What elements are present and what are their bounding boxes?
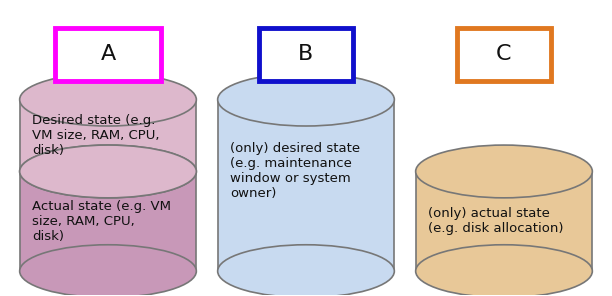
Text: A: A xyxy=(100,44,116,64)
Ellipse shape xyxy=(20,73,196,126)
Ellipse shape xyxy=(20,245,196,296)
Text: Desired state (e.g.
VM size, RAM, CPU,
disk): Desired state (e.g. VM size, RAM, CPU, d… xyxy=(32,114,159,157)
Text: (only) actual state
(e.g. disk allocation): (only) actual state (e.g. disk allocatio… xyxy=(428,207,563,235)
Ellipse shape xyxy=(416,245,592,296)
FancyBboxPatch shape xyxy=(457,28,551,81)
Ellipse shape xyxy=(416,145,592,198)
Ellipse shape xyxy=(20,145,196,198)
Text: (only) desired state
(e.g. maintenance
window or system
owner): (only) desired state (e.g. maintenance w… xyxy=(230,142,360,200)
Text: C: C xyxy=(496,44,512,64)
FancyBboxPatch shape xyxy=(259,28,353,81)
Bar xyxy=(416,171,592,271)
Bar xyxy=(20,171,196,271)
Ellipse shape xyxy=(20,145,196,198)
Bar xyxy=(218,100,394,271)
Text: B: B xyxy=(299,44,313,64)
Bar xyxy=(20,100,196,171)
Text: Actual state (e.g. VM
size, RAM, CPU,
disk): Actual state (e.g. VM size, RAM, CPU, di… xyxy=(32,200,171,243)
Ellipse shape xyxy=(218,73,394,126)
FancyBboxPatch shape xyxy=(54,28,162,81)
Ellipse shape xyxy=(218,245,394,296)
